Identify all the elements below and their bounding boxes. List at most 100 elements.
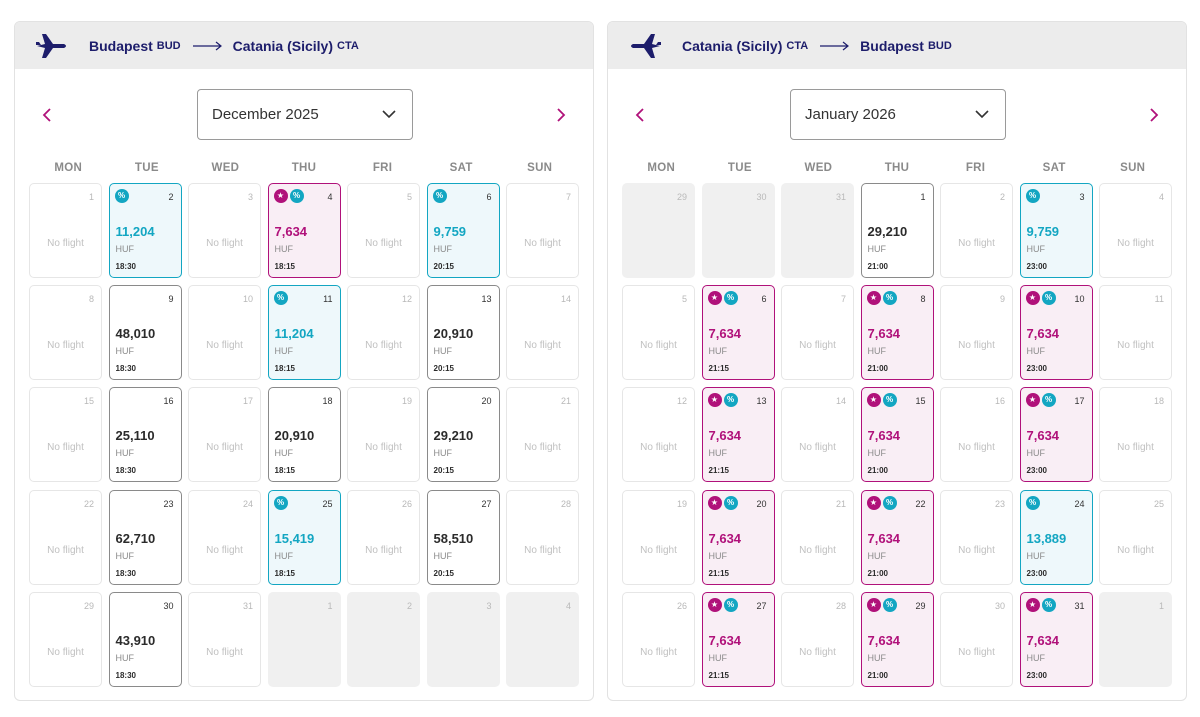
day-cell-no-flight: 30 No flight <box>940 591 1013 687</box>
month-navigation: December 2025 <box>15 69 593 167</box>
flight-price: 7,634 <box>1026 326 1060 342</box>
discount-icon: % <box>273 291 288 306</box>
day-cell-flight[interactable]: 20 29,210 HUF 20:15 <box>426 387 500 483</box>
month-select[interactable]: January 2026 <box>790 89 1006 140</box>
discount-icon: % <box>1041 291 1056 306</box>
previous-month-button[interactable] <box>630 105 650 125</box>
no-flight-label: No flight <box>958 646 995 658</box>
day-cell-flight[interactable]: 23 62,710 HUF 18:30 <box>108 489 182 585</box>
day-cell-no-flight: 1 No flight <box>29 183 102 278</box>
day-number: 14 <box>560 294 571 305</box>
month-select-value: January 2026 <box>805 106 896 123</box>
no-flight-label: No flight <box>799 340 836 352</box>
no-flight-label: No flight <box>799 544 836 556</box>
day-cell-flight[interactable]: ★% 27 7,634 HUF 21:15 <box>701 591 775 687</box>
day-cell-flight[interactable]: % 25 15,419 HUF 18:15 <box>267 489 341 585</box>
day-cell-flight[interactable]: ★% 8 7,634 HUF 21:00 <box>860 285 934 381</box>
no-flight-label: No flight <box>365 442 402 454</box>
day-cell-flight[interactable]: ★% 4 7,634 HUF 18:15 <box>267 183 341 278</box>
departure-time: 18:30 <box>115 670 136 680</box>
day-cell-no-flight: 31 No flight <box>188 591 261 687</box>
day-number: 15 <box>915 396 926 407</box>
star-deal-icon: ★ <box>707 291 722 306</box>
day-cell-flight[interactable]: 13 20,910 HUF 20:15 <box>426 285 500 381</box>
no-flight-label: No flight <box>1117 544 1154 556</box>
currency-label: HUF <box>708 346 728 357</box>
day-cell-flight[interactable]: % 3 9,759 HUF 23:00 <box>1019 183 1093 278</box>
flight-price: 15,419 <box>274 530 315 546</box>
day-number: 17 <box>1074 396 1085 407</box>
day-cell-no-flight: 23 No flight <box>940 489 1013 585</box>
no-flight-label: No flight <box>1117 442 1154 454</box>
day-cell-flight[interactable]: ★% 17 7,634 HUF 23:00 <box>1019 387 1093 483</box>
no-flight-label: No flight <box>47 442 84 454</box>
deal-badges: ★% <box>1025 597 1056 612</box>
day-cell-flight[interactable]: % 11 11,204 HUF 18:15 <box>267 285 341 381</box>
day-cell-flight[interactable]: ★% 22 7,634 HUF 21:00 <box>860 489 934 585</box>
day-cell-flight[interactable]: 18 20,910 HUF 18:15 <box>267 387 341 483</box>
day-cell-flight[interactable]: ★% 13 7,634 HUF 21:15 <box>701 387 775 483</box>
flight-price: 7,634 <box>867 428 901 444</box>
no-flight-label: No flight <box>524 544 561 556</box>
day-cell-outside-month: 30 <box>701 183 775 278</box>
weekday-label: TUE <box>134 162 159 174</box>
next-month-button[interactable] <box>1144 105 1164 125</box>
day-number: 6 <box>486 192 492 202</box>
currency-label: HUF <box>433 448 453 459</box>
deal-badges: ★% <box>866 495 897 510</box>
destination-city: Catania (Sicily) <box>232 37 334 54</box>
flight-price: 11,204 <box>274 326 314 342</box>
day-cell-flight[interactable]: ★% 6 7,634 HUF 21:15 <box>701 285 775 381</box>
day-cell-no-flight: 8 No flight <box>29 285 102 381</box>
chevron-left-icon <box>42 108 51 122</box>
flight-price: 13,889 <box>1026 530 1067 546</box>
day-cell-flight[interactable]: 27 58,510 HUF 20:15 <box>426 489 500 585</box>
day-cell-flight[interactable]: ★% 10 7,634 HUF 23:00 <box>1019 285 1093 381</box>
day-cell-flight[interactable]: % 2 11,204 HUF 18:30 <box>108 183 182 278</box>
origin-city: Catania (Sicily) <box>682 37 783 54</box>
day-number: 22 <box>83 498 94 509</box>
no-flight-label: No flight <box>958 442 995 454</box>
day-cell-flight[interactable]: % 24 13,889 HUF 23:00 <box>1019 489 1093 585</box>
day-cell-flight[interactable]: ★% 20 7,634 HUF 21:15 <box>701 489 775 585</box>
flight-price: 7,634 <box>708 530 742 546</box>
day-cell-flight[interactable]: 30 43,910 HUF 18:30 <box>108 591 182 687</box>
weekday-label: WED <box>211 162 240 174</box>
day-cell-flight[interactable]: ★% 31 7,634 HUF 23:00 <box>1019 591 1093 687</box>
star-deal-icon: ★ <box>707 597 722 612</box>
discount-icon: % <box>1041 393 1056 408</box>
day-number: 11 <box>1154 294 1164 305</box>
day-number: 3 <box>247 192 253 202</box>
month-select[interactable]: December 2025 <box>197 89 413 140</box>
day-cell-flight[interactable]: ★% 29 7,634 HUF 21:00 <box>860 591 934 687</box>
day-grid: 1 No flight% 2 11,204 HUF 18:30 3 No flight ★% 4 7… <box>29 183 579 687</box>
currency-label: HUF <box>867 448 887 459</box>
day-number: 10 <box>1074 294 1085 305</box>
star-deal-icon: ★ <box>273 189 288 203</box>
day-cell-flight[interactable]: 1 29,210 HUF 21:00 <box>860 183 934 278</box>
day-cell-flight[interactable]: 16 25,110 HUF 18:30 <box>108 387 182 483</box>
currency-label: HUF <box>433 244 453 254</box>
weekday-label: MON <box>647 162 676 174</box>
deal-badges: % <box>114 189 129 203</box>
day-number: 8 <box>88 294 94 305</box>
day-cell-no-flight: 21 No flight <box>506 387 579 483</box>
discount-icon: % <box>114 189 129 203</box>
discount-icon: % <box>723 393 738 408</box>
deal-badges: % <box>1025 189 1040 203</box>
departure-time: 23:00 <box>1026 262 1047 271</box>
day-number: 18 <box>1153 396 1164 407</box>
departure-time: 23:00 <box>1026 670 1047 680</box>
day-cell-flight[interactable]: 9 48,010 HUF 18:30 <box>108 285 182 381</box>
departure-time: 21:00 <box>867 262 888 271</box>
day-cell-flight[interactable]: % 6 9,759 HUF 20:15 <box>426 183 500 278</box>
previous-month-button[interactable] <box>37 105 57 125</box>
day-number: 28 <box>835 600 846 611</box>
day-number: 13 <box>756 396 767 407</box>
discount-icon: % <box>273 495 288 510</box>
day-cell-flight[interactable]: ★% 15 7,634 HUF 21:00 <box>860 387 934 483</box>
next-month-button[interactable] <box>551 105 571 125</box>
departure-time: 23:00 <box>1026 568 1047 578</box>
deal-badges: % <box>273 495 288 510</box>
currency-label: HUF <box>1026 346 1046 357</box>
